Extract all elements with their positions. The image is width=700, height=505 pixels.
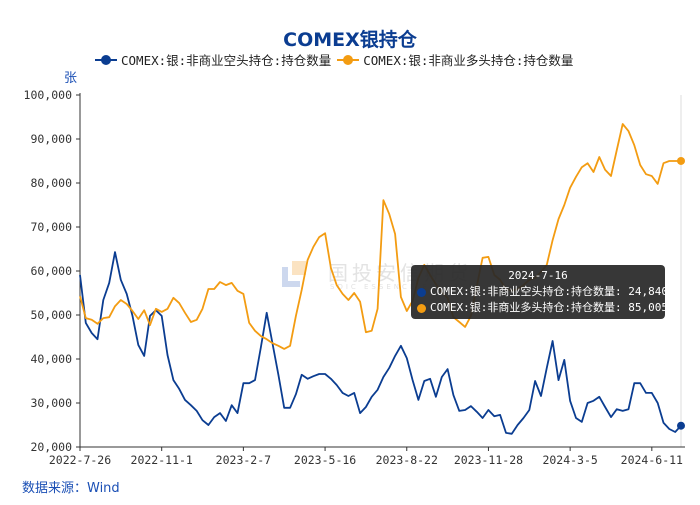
highlight-point[interactable] xyxy=(677,156,685,165)
legend-marker-icon xyxy=(337,54,360,65)
y-tick-label: 90,000 xyxy=(30,132,72,146)
legend-label: COMEX:银:非商业空头持仓:持仓数量 xyxy=(121,53,332,68)
long-position-line[interactable] xyxy=(79,123,681,350)
y-tick-label: 100,000 xyxy=(24,88,73,102)
tooltip-date: 2024-7-16 xyxy=(508,269,568,282)
x-tick-label: 2023-5-16 xyxy=(294,453,356,467)
y-tick-label: 30,000 xyxy=(30,396,72,410)
x-tick-label: 2023-2-7 xyxy=(216,453,271,467)
y-tick-label: 70,000 xyxy=(30,220,72,234)
legend-label: COMEX:银:非商业多头持仓:持仓数量 xyxy=(363,53,574,68)
tooltip-row-short: COMEX:银:非商业空头持仓:持仓数量: 24,840 xyxy=(417,284,668,300)
x-tick-label: 2023-8-22 xyxy=(376,453,438,467)
x-tick-label: 2024-6-11 xyxy=(621,453,683,467)
y-tick-label: 20,000 xyxy=(30,440,72,454)
chart-legend: COMEX:银:非商业空头持仓:持仓数量 COMEX:银:非商业多头持仓:持仓数… xyxy=(95,50,579,69)
y-tick-label: 80,000 xyxy=(30,176,72,190)
x-tick-label: 2023-11-28 xyxy=(454,453,523,467)
x-tick-label: 2022-11-1 xyxy=(131,453,193,467)
y-tick-label: 40,000 xyxy=(30,352,72,366)
y-tick-label: 50,000 xyxy=(30,308,72,322)
legend-marker-icon xyxy=(95,54,117,65)
tooltip-label: COMEX:银:非商业多头持仓:持仓数量: xyxy=(430,301,622,314)
y-axis-unit: 张 xyxy=(64,71,78,86)
watermark-logo-icon xyxy=(282,261,306,287)
highlight-point[interactable] xyxy=(677,421,685,430)
short-position-line[interactable] xyxy=(79,251,682,435)
legend-item-short[interactable]: COMEX:银:非商业空头持仓:持仓数量 xyxy=(95,50,331,69)
data-source: 数据来源：Wind xyxy=(22,481,120,496)
series-dot-icon xyxy=(417,303,426,313)
chart-title: COMEX银持仓 xyxy=(283,29,417,51)
tooltip-value: 85,005 xyxy=(628,301,668,314)
legend-item-long[interactable]: COMEX:银:非商业多头持仓:持仓数量 xyxy=(337,50,573,69)
tooltip-label: COMEX:银:非商业空头持仓:持仓数量: xyxy=(430,285,622,298)
tooltip-row-long: COMEX:银:非商业多头持仓:持仓数量: 85,005 xyxy=(417,300,668,316)
y-tick-label: 60,000 xyxy=(30,264,72,278)
x-tick-label: 2022-7-26 xyxy=(49,453,111,467)
tooltip-value: 24,840 xyxy=(628,285,668,298)
tooltip: 2024-7-16 COMEX:银:非商业空头持仓:持仓数量: 24,840 C… xyxy=(411,265,668,319)
series-dot-icon xyxy=(417,287,426,297)
watermark-subtext: SDIC ESSENCE FUTURES xyxy=(330,283,476,291)
x-tick-label: 2024-3-5 xyxy=(542,453,597,467)
